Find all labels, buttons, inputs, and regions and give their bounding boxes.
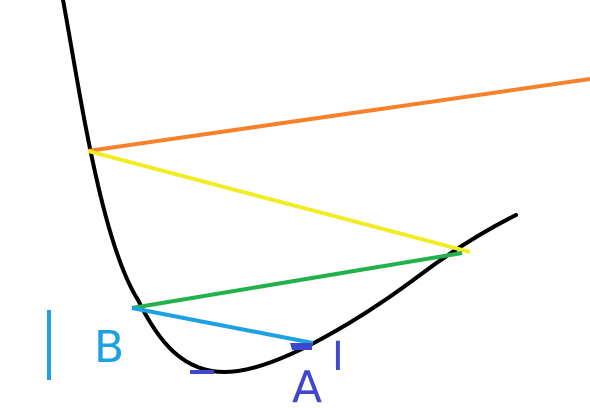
black-curve	[61, 0, 518, 375]
green-segment	[131, 251, 463, 310]
label-i: I	[332, 334, 344, 380]
yellow-segment	[87, 149, 471, 254]
blue-mark-a	[290, 343, 312, 350]
orange-segment	[87, 77, 590, 153]
label-a: A	[292, 362, 322, 408]
cyan-segment	[131, 306, 314, 345]
label-b: B	[94, 322, 124, 373]
